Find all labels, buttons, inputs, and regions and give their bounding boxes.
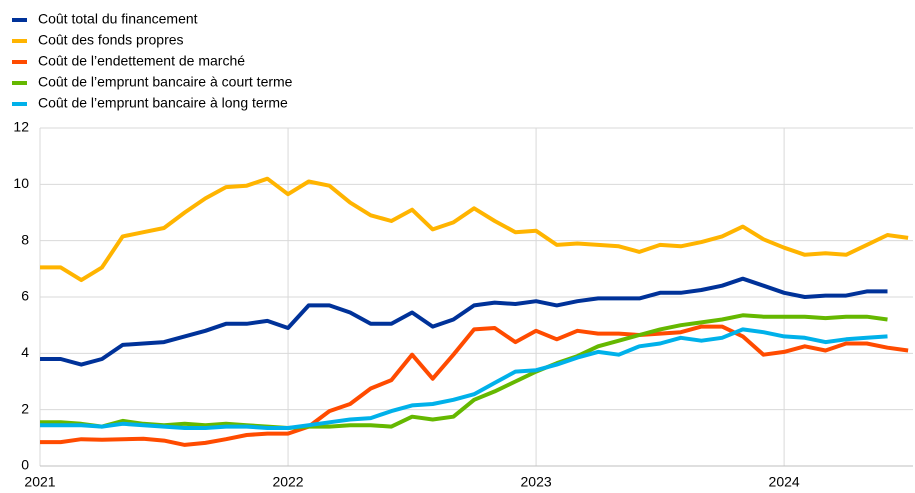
y-tick-label: 6 (21, 288, 29, 304)
legend-label: Coût des fonds propres (38, 32, 184, 48)
legend-label: Coût de l’emprunt bancaire à long terme (38, 95, 288, 111)
legend-label: Coût de l’emprunt bancaire à court terme (38, 74, 293, 90)
series-line (40, 327, 888, 430)
x-tick-label: 2022 (272, 474, 303, 490)
y-tick-label: 2 (21, 400, 29, 416)
legend-label: Coût total du financement (38, 11, 198, 27)
y-tick-label: 12 (13, 119, 29, 135)
y-tick-label: 10 (13, 175, 29, 191)
x-tick-label: 2021 (24, 474, 55, 490)
series-line (40, 276, 888, 367)
y-tick-label: 0 (21, 457, 29, 473)
x-tick-label: 2024 (769, 474, 800, 490)
x-tick-label: 2023 (521, 474, 552, 490)
y-tick-label: 4 (21, 344, 29, 360)
series-line (40, 313, 888, 430)
series-line (40, 176, 909, 283)
series-line (40, 324, 909, 447)
y-tick-label: 8 (21, 231, 29, 247)
legend-label: Coût de l’endettement de marché (38, 53, 245, 69)
